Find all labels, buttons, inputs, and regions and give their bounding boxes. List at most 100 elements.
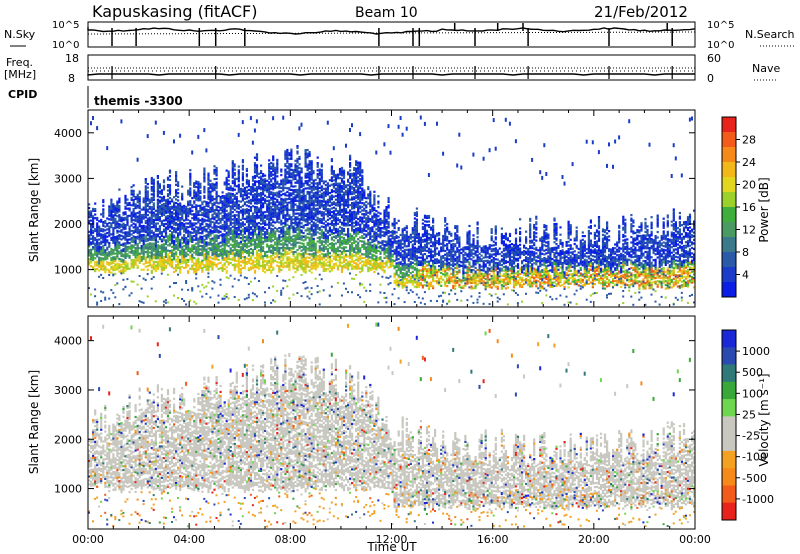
range-gate-cell xyxy=(239,233,242,236)
range-gate-cell xyxy=(183,235,186,238)
range-gate-cell xyxy=(306,221,309,225)
range-gate-cell xyxy=(316,262,319,265)
range-gate-cell xyxy=(156,233,159,236)
range-gate-cell xyxy=(215,236,218,239)
range-gate-cell xyxy=(282,214,285,218)
range-gate-cell xyxy=(312,228,315,231)
range-gate-cell xyxy=(288,186,291,190)
range-gate-cell xyxy=(197,243,200,246)
range-gate-cell xyxy=(342,211,346,214)
range-gate-cell xyxy=(316,236,319,239)
range-gate-cell xyxy=(245,277,248,280)
range-gate-cell xyxy=(310,163,313,166)
range-gate-cell xyxy=(324,233,327,236)
range-gate-cell xyxy=(338,213,342,216)
range-gate-cell xyxy=(130,246,133,249)
range-gate-cell xyxy=(150,211,153,214)
range-gate-cell xyxy=(114,236,117,239)
range-gate-cell xyxy=(338,186,342,189)
range-gate-cell xyxy=(260,233,263,237)
range-gate-cell xyxy=(211,257,214,260)
range-gate-cell xyxy=(233,247,236,250)
range-gate-cell xyxy=(284,219,287,222)
range-gate-cell xyxy=(272,221,275,224)
range-gate-cell xyxy=(245,237,248,240)
range-gate-cell xyxy=(278,248,281,251)
range-gate-cell xyxy=(349,218,352,221)
range-gate-cell xyxy=(152,246,155,249)
range-gate-cell xyxy=(197,221,200,224)
range-gate-cell xyxy=(266,223,269,226)
range-gate-cell xyxy=(175,216,178,219)
range-gate-cell xyxy=(330,203,333,206)
range-gate-cell xyxy=(201,212,204,215)
range-gate-cell xyxy=(276,248,279,251)
range-gate-cell xyxy=(215,216,218,219)
range-gate-cell xyxy=(272,191,275,194)
range-gate-cell xyxy=(158,199,161,202)
range-gate-cell xyxy=(336,182,340,185)
range-gate-cell xyxy=(88,238,91,241)
range-gate-cell xyxy=(294,159,297,162)
range-gate-cell xyxy=(243,250,246,253)
range-gate-cell xyxy=(264,240,267,243)
range-gate-cell xyxy=(237,205,240,208)
range-gate-cell xyxy=(94,208,97,211)
range-gate-cell xyxy=(298,163,301,166)
range-gate-cell xyxy=(251,217,255,221)
range-gate-cell xyxy=(132,202,135,205)
range-gate-cell xyxy=(179,238,182,242)
range-gate-cell xyxy=(353,267,356,270)
range-gate-cell xyxy=(102,228,105,231)
range-gate-cell xyxy=(286,265,289,268)
range-gate-cell xyxy=(94,253,97,256)
range-gate-cell xyxy=(294,167,297,170)
range-gate-cell xyxy=(179,211,182,214)
range-gate-cell xyxy=(92,238,95,241)
range-gate-cell xyxy=(90,293,92,296)
range-gate-cell xyxy=(241,261,244,264)
nsky-tick-top: 10^5 xyxy=(52,20,79,31)
range-gate-cell xyxy=(322,215,325,218)
range-gate-cell xyxy=(324,191,327,194)
range-gate-cell xyxy=(249,222,253,225)
range-gate-cell xyxy=(280,243,283,246)
range-gate-cell xyxy=(326,268,329,271)
range-gate-cell xyxy=(342,204,346,207)
range-gate-cell xyxy=(288,278,291,281)
range-gate-cell xyxy=(217,249,220,252)
range-gate-cell xyxy=(177,265,180,268)
range-gate-cell xyxy=(114,263,117,266)
range-gate-cell xyxy=(318,248,321,251)
range-gate-cell xyxy=(330,179,333,183)
range-gate-cell xyxy=(88,239,91,242)
range-gate-cell xyxy=(258,260,261,263)
range-gate-cell xyxy=(318,221,321,224)
range-gate-cell xyxy=(336,211,340,214)
range-gate-cell xyxy=(292,169,295,172)
range-gate-cell xyxy=(282,187,285,190)
range-gate-cell xyxy=(349,209,352,212)
range-gate-cell xyxy=(308,183,311,187)
range-gate-cell xyxy=(304,165,307,168)
range-gate-cell xyxy=(320,240,323,243)
range-gate-cell xyxy=(324,229,327,232)
range-gate-cell xyxy=(171,233,174,236)
range-gate-cell xyxy=(338,262,342,265)
range-gate-cell xyxy=(322,200,325,203)
range-gate-cell xyxy=(316,216,319,219)
range-gate-cell xyxy=(334,253,337,256)
range-gate-cell xyxy=(300,274,303,276)
range-gate-cell xyxy=(231,205,234,208)
range-gate-cell xyxy=(292,225,295,228)
range-gate-cell xyxy=(296,145,299,148)
range-gate-cell xyxy=(203,209,206,212)
range-gate-cell xyxy=(132,266,135,269)
range-gate-cell xyxy=(247,221,250,224)
range-gate-cell xyxy=(270,218,273,221)
range-gate-cell xyxy=(276,250,279,253)
range-gate-cell xyxy=(312,225,315,228)
range-gate-cell xyxy=(144,194,147,197)
range-gate-cell xyxy=(302,202,305,205)
range-gate-cell xyxy=(171,253,174,256)
